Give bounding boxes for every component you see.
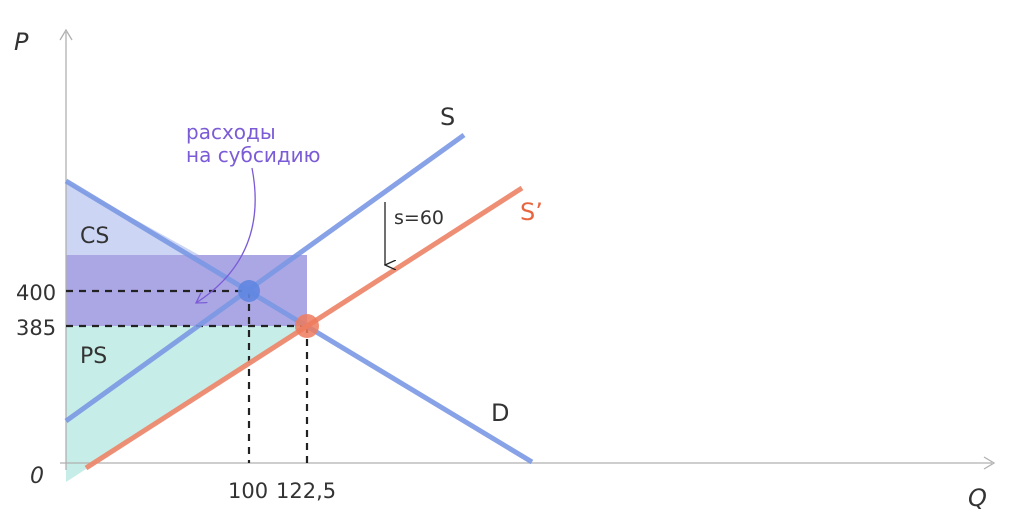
x-axis-label: Q: [968, 484, 987, 512]
subsidy-annotation-line1: расходы: [186, 120, 276, 144]
y-tick-400: 400: [16, 281, 56, 305]
supply-label: S: [440, 103, 455, 131]
y-tick-385: 385: [16, 316, 56, 340]
x-tick-100: 100: [228, 479, 268, 503]
subsidy-annotation-line2: на субсидию: [186, 143, 321, 167]
shift-label: s=60: [394, 207, 444, 229]
x-tick-122-5: 122,5: [276, 479, 336, 503]
y-axis-label: P: [14, 28, 29, 56]
producer-surplus-label: PS: [80, 344, 107, 369]
origin-label: 0: [30, 464, 44, 489]
demand-label: D: [491, 399, 509, 427]
equilibrium-point-new: [295, 314, 319, 338]
shifted-supply-label: S’: [520, 198, 543, 226]
consumer-surplus-label: CS: [80, 224, 109, 249]
equilibrium-point-old: [238, 280, 260, 302]
